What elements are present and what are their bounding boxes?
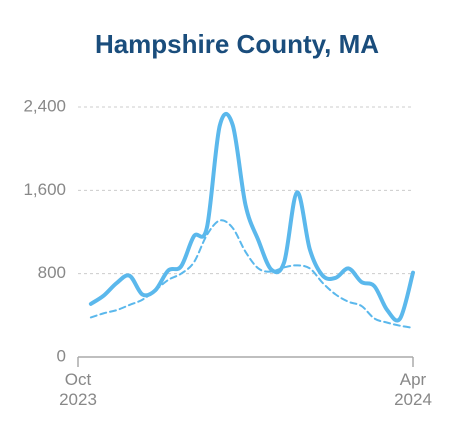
- chart-title: Hampshire County, MA: [95, 29, 379, 59]
- y-tick-label: 1,600: [23, 180, 66, 199]
- y-tick-label: 800: [38, 263, 66, 282]
- x-tick-label: Oct 2023: [59, 370, 97, 409]
- line-series: [89, 219, 414, 329]
- y-tick-label: 2,400: [23, 96, 66, 115]
- x-tick-label: Apr 2024: [394, 370, 432, 409]
- line-series: [88, 111, 415, 323]
- y-tick-label: 0: [57, 346, 66, 365]
